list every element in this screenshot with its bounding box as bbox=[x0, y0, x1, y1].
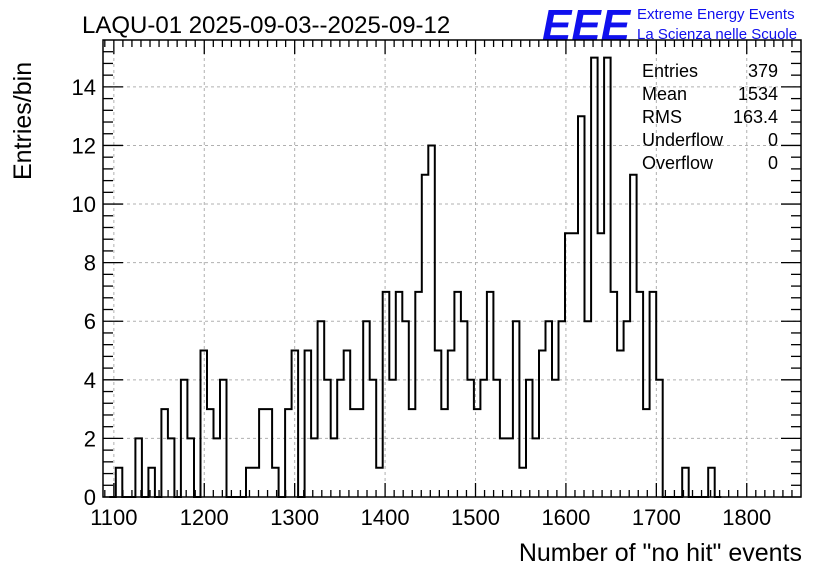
y-tick-label: 12 bbox=[72, 133, 96, 158]
y-tick-labels: 0 2 4 6 8 10 12 14 bbox=[72, 75, 96, 510]
stats-value: 163.4 bbox=[733, 107, 778, 127]
stats-label: Underflow bbox=[642, 130, 724, 150]
chart-title: LAQU-01 2025-09-03--2025-09-12 bbox=[82, 12, 450, 39]
x-tick-label: 1300 bbox=[270, 505, 319, 530]
histogram-outline bbox=[109, 56, 722, 498]
x-tick-label: 1700 bbox=[632, 505, 681, 530]
y-tick-label: 6 bbox=[84, 309, 96, 334]
stats-box: Entries 379 Mean 1534 RMS 163.4 Underflow 0 Over… bbox=[642, 61, 778, 173]
stats-label: Mean bbox=[642, 84, 687, 104]
eee-logo: EEE Extreme Energy Events La Scienza nel… bbox=[542, 1, 797, 50]
x-tick-labels: 1100 1200 1300 1400 1500 1600 1700 1800 bbox=[90, 505, 771, 530]
logo-line-1: Extreme Energy Events bbox=[637, 6, 795, 23]
x-tick-label: 1500 bbox=[451, 505, 500, 530]
axis-ticks bbox=[103, 40, 801, 498]
x-tick-label: 1600 bbox=[541, 505, 590, 530]
y-axis-label: Entries/bin bbox=[9, 62, 37, 180]
x-tick-label: 1200 bbox=[180, 505, 229, 530]
y-tick-label: 10 bbox=[72, 192, 96, 217]
grid-lines bbox=[103, 40, 801, 497]
x-tick-label: 1400 bbox=[361, 505, 410, 530]
stats-label: Overflow bbox=[642, 153, 714, 173]
eee-logo-mark: EEE bbox=[542, 1, 632, 50]
stats-value: 0 bbox=[768, 130, 778, 150]
x-axis-label: Number of "no hit" events bbox=[519, 539, 802, 567]
y-tick-label: 4 bbox=[84, 368, 96, 393]
stats-value: 0 bbox=[768, 153, 778, 173]
x-tick-label: 1100 bbox=[90, 505, 137, 530]
stats-value: 379 bbox=[748, 61, 778, 81]
y-tick-label: 2 bbox=[84, 426, 96, 451]
stats-label: RMS bbox=[642, 107, 682, 127]
y-tick-label: 14 bbox=[72, 75, 96, 100]
plot-frame bbox=[102, 39, 802, 498]
stats-label: Entries bbox=[642, 61, 698, 81]
y-tick-label: 8 bbox=[84, 251, 96, 276]
logo-line-2: La Scienza nelle Scuole bbox=[637, 26, 797, 43]
y-tick-label: 0 bbox=[84, 485, 96, 510]
x-tick-label: 1800 bbox=[722, 505, 771, 530]
stats-value: 1534 bbox=[738, 84, 778, 104]
